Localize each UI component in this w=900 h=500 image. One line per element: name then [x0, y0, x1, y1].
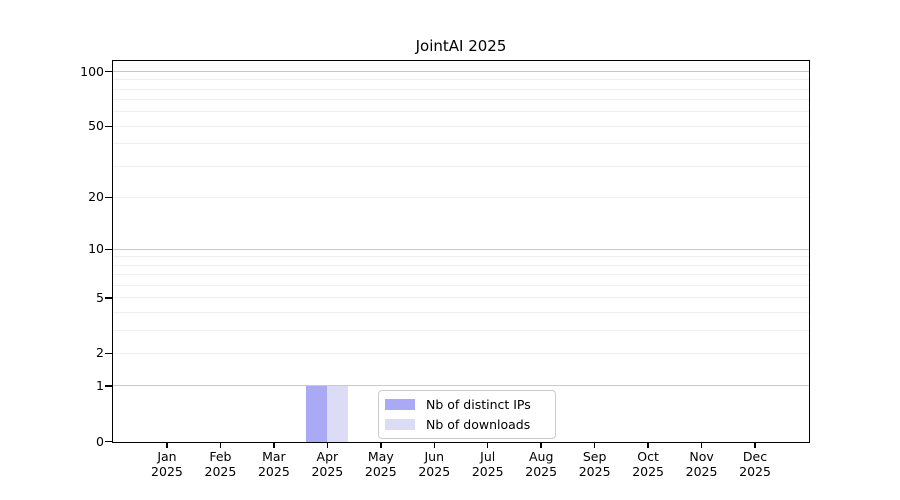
gridline-minor [113, 329, 809, 331]
y-tick-label: 1 [96, 377, 104, 393]
y-tick-mark [105, 196, 112, 199]
x-tick-label: Jun 2025 [418, 449, 451, 479]
x-tick-mark [540, 443, 542, 448]
legend-label-downloads: Nb of downloads [426, 417, 531, 432]
y-tick-label: 10 [88, 241, 104, 257]
bar-downloads [326, 386, 348, 442]
x-tick-mark [326, 443, 329, 448]
y-tick-mark [105, 385, 112, 387]
gridline-major [113, 248, 809, 250]
x-tick-mark [219, 443, 222, 448]
bar-distinct-ips [305, 386, 327, 442]
x-tick-label: Dec 2025 [739, 449, 771, 479]
gridline-major [113, 71, 809, 72]
y-tick-label: 2 [96, 345, 104, 361]
gridline-minor [113, 196, 809, 198]
gridline-minor [113, 88, 809, 90]
legend-item-distinct-ips: Nb of distinct IPs [385, 397, 546, 412]
x-tick-label: Sep 2025 [578, 449, 611, 479]
gridline-minor [113, 125, 809, 127]
gridline-minor [113, 274, 809, 276]
y-tick-label: 0 [96, 433, 104, 449]
x-tick-label: Mar 2025 [257, 449, 290, 479]
gridline-minor [113, 111, 809, 113]
x-tick-mark [647, 443, 649, 448]
legend: Nb of distinct IPs Nb of downloads [378, 390, 556, 439]
gridline-minor [113, 311, 809, 313]
x-tick-label: Apr 2025 [311, 449, 344, 479]
x-tick-label: Nov 2025 [685, 449, 718, 479]
y-tick-mark [105, 352, 112, 355]
y-tick-label: 100 [80, 63, 104, 79]
y-tick-label: 5 [96, 289, 104, 305]
gridline-minor [113, 99, 809, 101]
gridline-minor [113, 352, 809, 354]
legend-item-downloads: Nb of downloads [385, 417, 546, 432]
x-tick-label: Oct 2025 [632, 449, 665, 479]
y-tick-label: 20 [88, 189, 104, 205]
x-tick-label: Aug 2025 [525, 449, 558, 479]
gridline-major [113, 385, 809, 387]
x-tick-label: May 2025 [364, 449, 397, 479]
y-tick-mark [105, 70, 112, 73]
gridline-minor [113, 297, 809, 299]
x-tick-mark [380, 443, 382, 448]
x-tick-label: Jul 2025 [471, 449, 504, 479]
x-tick-mark [593, 443, 596, 448]
x-tick-mark [486, 443, 489, 448]
x-tick-mark [700, 443, 703, 448]
gridline-minor [113, 79, 809, 81]
x-tick-mark [754, 443, 756, 448]
y-tick-mark [105, 440, 112, 443]
gridline-minor [113, 165, 809, 167]
legend-swatch-distinct-ips-icon [385, 399, 415, 410]
y-tick-mark [105, 248, 112, 250]
x-tick-label: Jan 2025 [151, 449, 183, 479]
gridline-minor [113, 284, 809, 286]
y-tick-mark [105, 125, 112, 128]
x-tick-mark [273, 443, 275, 448]
x-tick-label: Feb 2025 [204, 449, 237, 479]
x-tick-mark [166, 443, 168, 448]
gridline-minor [113, 143, 809, 145]
gridline-minor [113, 256, 809, 258]
y-tick-label: 50 [88, 118, 104, 134]
legend-label-distinct-ips: Nb of distinct IPs [426, 397, 531, 412]
x-tick-mark [433, 443, 436, 448]
chart-title: JointAI 2025 [415, 37, 507, 55]
legend-swatch-downloads-icon [385, 419, 415, 430]
gridline-minor [113, 264, 809, 266]
y-tick-mark [105, 297, 112, 299]
plot-area [112, 60, 810, 443]
